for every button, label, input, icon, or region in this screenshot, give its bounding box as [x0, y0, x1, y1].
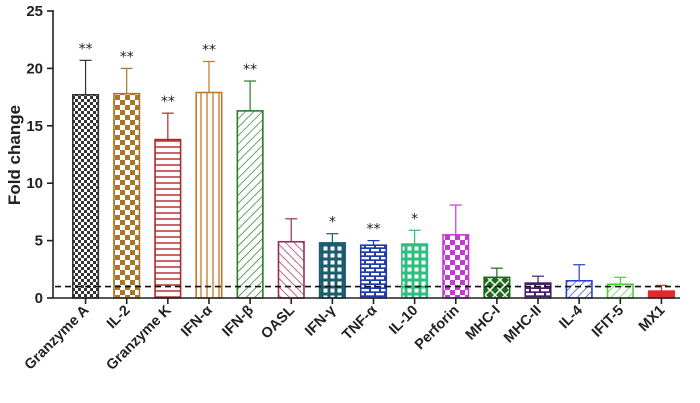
- bar: [647, 290, 675, 299]
- bar-group: **: [113, 49, 141, 299]
- y-axis-title: Fold change: [5, 105, 24, 205]
- significance-marker: *: [411, 211, 418, 227]
- bars-group: *********** ***: [55, 41, 680, 299]
- bar: [154, 138, 182, 299]
- bar: [565, 279, 593, 299]
- bar-group: [565, 264, 593, 299]
- bar: [483, 276, 511, 299]
- significance-marker: **: [243, 62, 257, 78]
- bar: [401, 243, 429, 299]
- y-axis: 0 5 10 15 20 25: [26, 3, 54, 307]
- category-label: Perforin: [412, 303, 463, 354]
- bar: [113, 92, 141, 299]
- category-label: IFIT-5: [589, 303, 627, 341]
- bar: [442, 234, 470, 299]
- category-label: TNF-α: [339, 302, 380, 343]
- bar-group: **: [236, 62, 264, 299]
- bar: [359, 244, 388, 299]
- significance-marker: **: [79, 41, 93, 57]
- bar-group: *: [401, 211, 429, 299]
- bar-group: **: [72, 41, 100, 299]
- significance-marker: **: [161, 94, 175, 110]
- y-tick-label: 10: [26, 175, 43, 192]
- bar-group: **: [154, 94, 182, 299]
- y-tick-label: 5: [35, 233, 43, 250]
- category-label: IL-10: [386, 303, 421, 338]
- bar: [318, 242, 346, 299]
- category-label: IFN-β: [219, 302, 257, 340]
- bar: [277, 240, 305, 299]
- bar-group: **: [195, 43, 223, 299]
- y-tick-label: 15: [26, 118, 43, 135]
- bar-group: *: [318, 215, 346, 299]
- bar: [236, 110, 264, 299]
- significance-marker: *: [329, 215, 336, 231]
- bar-group: [277, 218, 305, 299]
- bar-group: [442, 204, 470, 299]
- category-label: IFN-α: [178, 302, 216, 340]
- bar: [524, 282, 552, 299]
- significance-marker: **: [367, 222, 381, 238]
- category-label: MHC-II: [501, 303, 545, 347]
- category-label: IL-2: [104, 303, 134, 333]
- significance-marker: **: [120, 49, 134, 65]
- category-label: OASL: [258, 302, 298, 342]
- y-tick-label: 25: [26, 3, 43, 20]
- bar-group: [483, 267, 511, 299]
- category-label: MX1: [636, 303, 668, 335]
- category-label: IFN-γ: [302, 303, 339, 340]
- category-label: IL-4: [556, 303, 586, 333]
- y-tick-label: 0: [35, 290, 43, 307]
- bar: [72, 94, 100, 299]
- y-tick-label: 20: [26, 60, 43, 77]
- category-label: MHC-I: [463, 303, 504, 344]
- bar: [195, 91, 223, 299]
- category-label: Granzyme A: [22, 302, 93, 373]
- bar-group: **: [359, 222, 388, 299]
- bar-group: [606, 276, 634, 299]
- significance-marker: **: [202, 43, 216, 59]
